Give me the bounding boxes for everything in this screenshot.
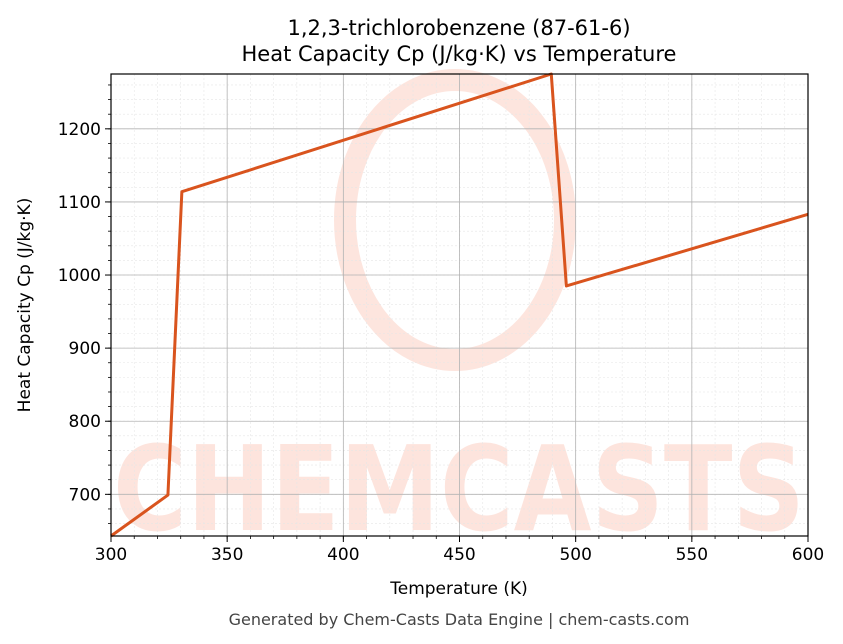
x-tick-label: 500: [559, 545, 591, 565]
x-axis: 300 350 400 450 500 550 600: [95, 536, 824, 565]
x-tick-label: 600: [792, 545, 824, 565]
x-tick-label: 350: [211, 545, 243, 565]
x-tick-label: 550: [676, 545, 708, 565]
series-line: [110, 72, 809, 538]
y-tick-label: 700: [69, 485, 101, 505]
chart-title: 1,2,3-trichlorobenzene (87-61-6): [287, 16, 630, 40]
y-tick-label: 1200: [58, 120, 101, 140]
chart-subtitle: Heat Capacity Cp (J/kg·K) vs Temperature: [242, 42, 677, 66]
x-tick-label: 400: [327, 545, 359, 565]
y-tick-label: 1000: [58, 266, 101, 286]
y-tick-label: 800: [69, 412, 101, 432]
y-tick-label: 900: [69, 339, 101, 359]
y-axis-label: Heat Capacity Cp (J/kg·K): [15, 198, 35, 413]
watermark: CHEMCASTS: [113, 69, 805, 558]
x-tick-label: 300: [95, 545, 127, 565]
footer-credit: Generated by Chem-Casts Data Engine | ch…: [229, 610, 690, 629]
y-tick-label: 1100: [58, 193, 101, 213]
y-axis: 700 800 900 1000 1100 1200: [58, 84, 111, 524]
x-axis-label: Temperature (K): [389, 579, 528, 599]
watermark-ring: [334, 69, 576, 371]
x-tick-label: 450: [443, 545, 475, 565]
watermark-text: CHEMCASTS: [113, 420, 805, 558]
